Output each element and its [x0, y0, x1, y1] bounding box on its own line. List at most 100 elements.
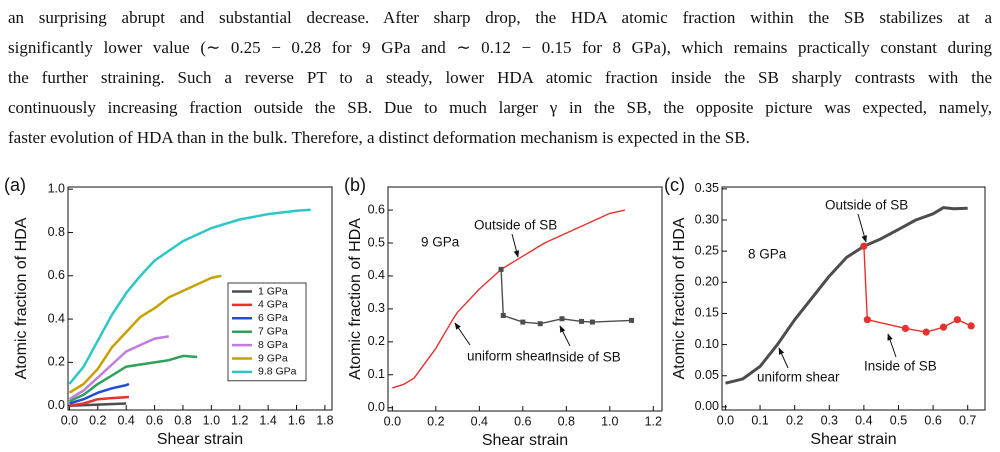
x-tick-label: 0.0: [384, 414, 401, 428]
series-annotation: Outside of SB: [474, 218, 557, 233]
point: [939, 323, 948, 331]
x-tick-label: 1.6: [288, 413, 305, 427]
x-tick-label: 0.1: [751, 413, 768, 427]
point: [520, 319, 526, 325]
y-tick-label: 0.35: [695, 181, 719, 195]
arrow: [559, 325, 571, 347]
annotation: uniform shear: [467, 349, 550, 364]
y-tick-label: 0.5: [368, 235, 385, 249]
y-tick-label: 0.6: [48, 268, 65, 282]
paragraph: an surprising abrupt and substantial dec…: [8, 3, 992, 153]
y-tick-label: 0.4: [48, 311, 65, 325]
arrow: [511, 233, 520, 258]
x-tick-label: 0.4: [855, 413, 872, 427]
x-tick-label: 0.2: [427, 414, 444, 428]
point: [589, 319, 595, 325]
point: [901, 324, 910, 332]
series-annotation: Outside of SB: [825, 198, 908, 213]
series-line: [69, 395, 130, 407]
legend-label: 8 GPa: [258, 339, 288, 351]
legend-label: 4 GPa: [258, 299, 288, 311]
legend-label: 6 GPa: [258, 312, 288, 324]
legend-label: 9 GPa: [258, 352, 288, 364]
x-tick-label: 0.0: [717, 413, 734, 427]
text-line: continuously increasing fraction outside…: [8, 98, 992, 117]
point: [629, 317, 635, 323]
series-line: [392, 209, 626, 389]
point: [537, 321, 543, 327]
point: [953, 316, 961, 324]
x-tick-label: 1.4: [259, 413, 276, 427]
x-tick-label: 0.5: [890, 413, 907, 427]
y-tick-label: 0.3: [368, 301, 385, 315]
panel-label: (a): [4, 175, 26, 195]
point: [922, 328, 930, 336]
text-line: the further straining. Such a reverse PT…: [8, 68, 992, 87]
x-tick-label: 0.3: [821, 413, 838, 427]
x-axis-title: Shear strain: [482, 432, 568, 449]
x-tick-label: 1.2: [231, 413, 248, 427]
arrow: [857, 213, 867, 243]
y-tick-label: 0.15: [695, 306, 719, 320]
x-tick-label: 1.8: [316, 413, 333, 427]
point: [967, 322, 975, 330]
x-tick-label: 1.0: [601, 414, 618, 428]
x-tick-label: 0.6: [924, 413, 941, 427]
point: [863, 316, 871, 324]
series-line: [69, 382, 130, 405]
x-tick-label: 0.8: [174, 413, 191, 427]
y-axis-title: Atomic fraction of HDA: [671, 217, 688, 379]
x-axis-title: Shear strain: [157, 431, 243, 448]
arrow: [887, 333, 897, 358]
y-axis-title: Atomic fraction of HDA: [347, 218, 364, 380]
legend-label: 7 GPa: [258, 325, 288, 337]
y-axis-title: Atomic fraction of HDA: [13, 217, 30, 379]
y-tick-label: 0.4: [368, 268, 385, 282]
y-tick-label: 0.0: [368, 400, 385, 414]
point: [860, 242, 868, 250]
annotation: uniform shear: [757, 370, 840, 385]
x-tick-label: 0.6: [514, 414, 531, 428]
arrow: [454, 322, 471, 346]
y-tick-label: 0.20: [695, 275, 719, 289]
plot-frame: [67, 186, 333, 411]
series-line: [68, 354, 198, 403]
y-tick-label: 0.2: [368, 334, 385, 348]
y-tick-label: 0.1: [368, 367, 385, 381]
y-tick-label: 0.25: [695, 243, 719, 257]
text-line: an surprising abrupt and substantial dec…: [8, 8, 992, 27]
y-tick-label: 0.2: [48, 355, 65, 369]
x-tick-label: 0.4: [117, 413, 134, 427]
x-tick-label: 1.2: [645, 414, 662, 428]
x-axis-title: Shear strain: [810, 431, 896, 448]
point: [498, 266, 504, 272]
x-tick-label: 0.2: [89, 413, 106, 427]
annotation: 8 GPa: [748, 247, 787, 262]
series-line: [68, 208, 311, 385]
x-tick-label: 1.0: [203, 413, 220, 427]
series-line: [500, 269, 632, 325]
x-tick-label: 0.2: [786, 413, 803, 427]
panel-label: (b): [344, 175, 366, 195]
y-tick-label: 0.0: [48, 398, 65, 412]
y-tick-label: 0.30: [695, 212, 719, 226]
y-tick-label: 0.6: [368, 202, 385, 216]
text-line: faster evolution of HDA than in the bulk…: [8, 128, 750, 147]
series-line: [68, 335, 169, 401]
annotation: 9 GPa: [421, 235, 460, 250]
y-tick-label: 1.0: [48, 181, 65, 195]
series-annotation: Inside of SB: [864, 359, 937, 374]
y-tick-label: 0.00: [695, 399, 719, 413]
point: [500, 312, 506, 318]
x-tick-label: 0.4: [471, 414, 488, 428]
point: [559, 316, 565, 322]
point: [579, 318, 585, 324]
plot-frame: [721, 186, 986, 411]
x-tick-label: 0.7: [959, 413, 976, 427]
y-tick-label: 0.10: [695, 337, 719, 351]
x-tick-label: 0.8: [558, 414, 575, 428]
panel-label: (c): [664, 175, 685, 195]
y-tick-label: 0.05: [695, 368, 719, 382]
